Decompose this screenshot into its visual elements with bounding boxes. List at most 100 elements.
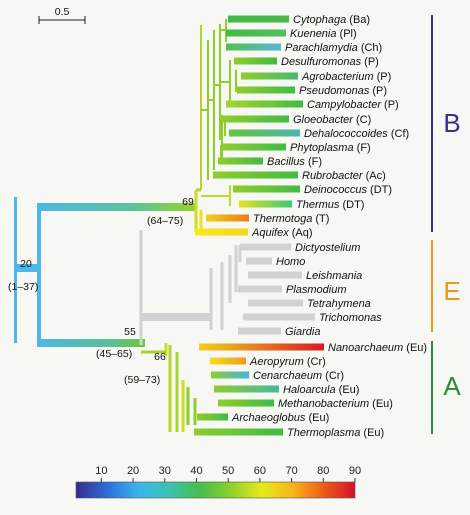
taxon-name: Plasmodium bbox=[286, 284, 347, 296]
tip-label: Campylobacter (P) bbox=[307, 99, 399, 111]
taxon-group: (Aq) bbox=[289, 227, 313, 239]
taxon-name: Kuenenia bbox=[290, 28, 337, 40]
domain-letter: A bbox=[443, 371, 461, 401]
taxon-name: Aeropyrum bbox=[249, 356, 304, 368]
branch-tip bbox=[226, 43, 281, 51]
taxon-group: (DT) bbox=[339, 199, 364, 211]
tip-label: Leishmania bbox=[306, 270, 362, 282]
tip-label: Nanoarchaeum (Eu) bbox=[328, 342, 427, 354]
taxon-name: Bacillus bbox=[267, 156, 305, 168]
tip-label: Thermus (DT) bbox=[296, 199, 364, 211]
branch-tip bbox=[233, 185, 300, 193]
root-branch bbox=[15, 264, 41, 272]
tip-label: Methanobacterium (Eu) bbox=[278, 398, 393, 410]
taxon-name: Rubrobacter bbox=[302, 170, 364, 182]
branch-tip bbox=[228, 15, 289, 23]
taxon-name: Tetrahymena bbox=[307, 298, 371, 310]
taxon-name: Homo bbox=[276, 256, 305, 268]
branch-tip bbox=[195, 228, 248, 236]
taxon-name: Cenarchaeum bbox=[253, 370, 322, 382]
root-vertical bbox=[37, 204, 41, 345]
taxon-group: (Ba) bbox=[346, 14, 370, 26]
scale-bar-label: 0.5 bbox=[55, 6, 70, 18]
branch-tip bbox=[206, 214, 249, 222]
tip-label: Deinococcus (DT) bbox=[304, 184, 392, 196]
taxon-group: (Cr) bbox=[322, 370, 344, 382]
branch-tip bbox=[243, 313, 315, 321]
branch-tip bbox=[248, 299, 303, 307]
branch-tip bbox=[234, 57, 277, 65]
taxon-name: Desulfuromonas bbox=[281, 56, 362, 68]
taxon-group: (P) bbox=[381, 99, 399, 111]
tree-branches bbox=[14, 15, 324, 436]
tip-labels: Cytophaga (Ba) Kuenenia (Pl) Parachlamydia… bbox=[231, 14, 427, 439]
taxon-name: Dehalococcoides bbox=[304, 128, 388, 140]
taxon-group: (Eu) bbox=[336, 384, 360, 396]
tip-label: Pseudomonas (P) bbox=[299, 85, 387, 97]
node-support: 55 bbox=[124, 326, 136, 338]
tip-label: Rubrobacter (Ac) bbox=[302, 170, 386, 182]
tip-label: Archaeoglobus (Eu) bbox=[231, 412, 329, 424]
branch-tip bbox=[223, 115, 289, 123]
branch-tip bbox=[214, 385, 279, 393]
taxon-group: (P) bbox=[369, 85, 387, 97]
tip-label: Phytoplasma (F) bbox=[290, 142, 371, 154]
tip-label: Dictyostelium bbox=[295, 242, 360, 254]
branch-tip bbox=[246, 257, 272, 265]
taxon-group: (Eu) bbox=[369, 398, 393, 410]
tip-label: Thermoplasma (Eu) bbox=[287, 427, 384, 439]
branch-tip bbox=[226, 100, 303, 108]
tip-label: Agrobacterium (P) bbox=[301, 71, 391, 83]
taxon-name: Haloarcula bbox=[283, 384, 336, 396]
branch-tip bbox=[241, 72, 298, 80]
taxon-name: Gloeobacter bbox=[293, 114, 354, 126]
taxon-name: Thermoplasma bbox=[287, 427, 360, 439]
branch-tip bbox=[218, 399, 274, 407]
tip-label: Haloarcula (Eu) bbox=[283, 384, 359, 396]
taxon-name: Methanobacterium bbox=[278, 398, 369, 410]
tip-label: Desulfuromonas (P) bbox=[281, 56, 379, 68]
colorbar-tick-label: 40 bbox=[190, 465, 202, 477]
node-support-labels: 20 (1–37) 69 (64–75) 55 (45–65) 66 (59–73) bbox=[8, 196, 194, 386]
domain-brackets: B E A bbox=[431, 15, 461, 434]
tip-label: Cenarchaeum (Cr) bbox=[253, 370, 344, 382]
taxon-group: (F) bbox=[354, 142, 371, 154]
tip-label: Giardia bbox=[285, 326, 320, 338]
tip-label: Tetrahymena bbox=[307, 298, 371, 310]
taxon-name: Thermus bbox=[296, 199, 340, 211]
branch-tip bbox=[213, 171, 298, 179]
scale-bar: 0.5 bbox=[38, 6, 86, 24]
domain-letter: E bbox=[443, 276, 460, 306]
branch-tip bbox=[211, 371, 249, 379]
tip-label: Cytophaga (Ba) bbox=[293, 14, 370, 26]
taxon-name: Dictyostelium bbox=[295, 242, 360, 254]
node-support: 66 bbox=[154, 351, 166, 363]
taxon-name: Archaeoglobus bbox=[231, 412, 306, 424]
euk-stem bbox=[141, 313, 211, 321]
colorbar-tick-label: 80 bbox=[317, 465, 329, 477]
node-support: 69 bbox=[182, 196, 194, 208]
branch-tip bbox=[238, 285, 282, 293]
tip-label: Aeropyrum (Cr) bbox=[249, 356, 326, 368]
tip-label: Trichomonas bbox=[319, 312, 382, 324]
taxon-name: Campylobacter bbox=[307, 99, 382, 111]
bacteria-stem bbox=[37, 203, 197, 211]
branch-tip bbox=[226, 29, 286, 37]
taxon-group: (Cf) bbox=[388, 128, 409, 140]
tip-label: Thermotoga (T) bbox=[253, 213, 329, 225]
archaea-euk-stem bbox=[37, 339, 145, 347]
colorbar-gradient bbox=[75, 481, 356, 499]
taxon-name: Deinococcus bbox=[304, 184, 367, 196]
taxon-group: (F) bbox=[305, 156, 322, 168]
taxon-group: (C) bbox=[353, 114, 371, 126]
branch-tip bbox=[248, 271, 302, 279]
branch-tip bbox=[197, 413, 228, 421]
taxon-name: Nanoarchaeum bbox=[328, 342, 403, 354]
taxon-group: (Cr) bbox=[304, 356, 326, 368]
taxon-name: Thermotoga bbox=[253, 213, 312, 225]
taxon-group: (Eu) bbox=[403, 342, 427, 354]
taxon-group: (T) bbox=[312, 213, 329, 225]
colorbar-tick-label: 50 bbox=[222, 465, 234, 477]
branch-tip bbox=[210, 357, 246, 365]
taxon-name: Pseudomonas bbox=[299, 85, 370, 97]
